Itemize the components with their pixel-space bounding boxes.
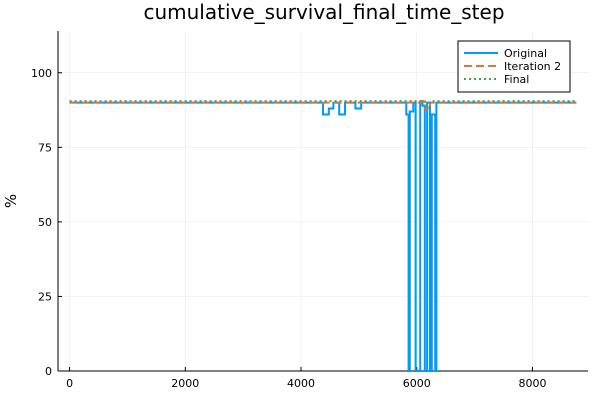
series-line-iteration-2: [69, 100, 577, 110]
y-tick-label: 50: [38, 216, 52, 229]
legend-label: Iteration 2: [504, 60, 561, 73]
chart-title: cumulative_survival_final_time_step: [143, 0, 504, 24]
y-tick-label: 100: [31, 67, 52, 80]
x-tick-label: 4000: [287, 377, 315, 390]
x-tick-label: 2000: [171, 377, 199, 390]
y-tick-label: 0: [45, 365, 52, 378]
y-tick-label: 25: [38, 290, 52, 303]
y-axis-label: %: [2, 194, 20, 208]
series-lines: [69, 100, 577, 372]
x-tick-label: 8000: [518, 377, 546, 390]
legend-label: Original: [504, 47, 547, 60]
series-line-final: [69, 100, 577, 109]
x-tick-label: 0: [66, 377, 73, 390]
legend-label: Final: [504, 73, 529, 86]
tick-labels: 0 2000 4000 6000 8000 0 25 50 75 100: [31, 67, 546, 390]
y-tick-label: 75: [38, 141, 52, 154]
axes: [57, 31, 588, 372]
x-tick-label: 6000: [403, 377, 431, 390]
